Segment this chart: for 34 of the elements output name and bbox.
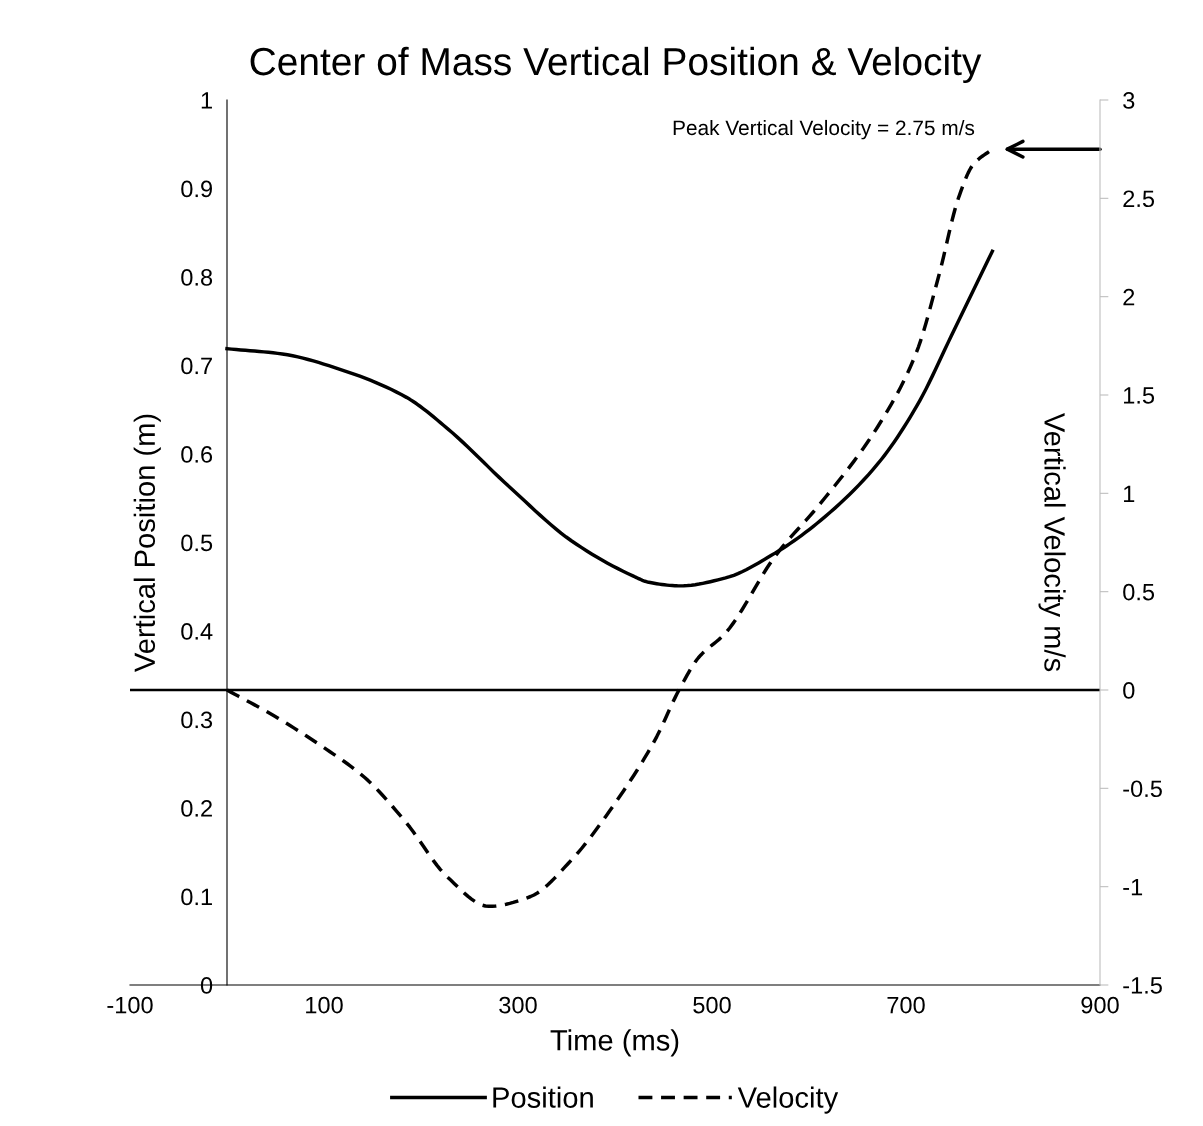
y2-tick-label: 2.5 xyxy=(1123,190,1155,208)
chart-title: Center of Mass Vertical Position & Velocity xyxy=(250,46,982,84)
y2-tick-label: -1 xyxy=(1123,878,1143,896)
y2-axis-title: Vertical Velocity m/s xyxy=(1038,412,1066,672)
annotation: Peak Vertical Velocity = 2.75 m/s xyxy=(673,119,975,140)
y-tick-label: 0.3 xyxy=(181,711,213,729)
y2-tick-label: -0.5 xyxy=(1123,780,1162,798)
y-tick-label: 0.1 xyxy=(181,888,212,906)
y-tick-label: 0.2 xyxy=(181,800,212,817)
y-tick-label: 0.7 xyxy=(181,357,212,375)
y2-tick-label: 1.5 xyxy=(1124,387,1155,404)
y-tick-label: 0.8 xyxy=(181,269,213,286)
y2-tick-label: 1 xyxy=(1124,485,1135,502)
x-tick-label: -100 xyxy=(107,996,153,1014)
legend-label: Velocity xyxy=(737,1086,839,1114)
x-tick-label: 100 xyxy=(306,996,343,1014)
x-tick-label: 300 xyxy=(499,996,537,1014)
x-axis-title: Time (ms) xyxy=(550,1029,679,1057)
y-tick-label: 0.4 xyxy=(181,623,213,640)
x-tick-label: 900 xyxy=(1081,996,1119,1014)
y2-tick-label: 3 xyxy=(1123,92,1135,109)
y-tick-label: 0.6 xyxy=(181,446,213,463)
y2-tick-label: 0 xyxy=(1123,682,1135,699)
y2-tick-label: 0.5 xyxy=(1123,583,1155,601)
y-axis-title: Vertical Position (m) xyxy=(133,414,161,673)
y2-tick-label: -1.5 xyxy=(1123,977,1162,994)
y-tick-label: 1 xyxy=(201,92,212,109)
y-tick-label: 0.5 xyxy=(181,534,213,552)
y2-tick-label: 2 xyxy=(1123,288,1135,306)
y-tick-label: 0 xyxy=(200,977,213,994)
x-tick-label: 700 xyxy=(887,996,925,1014)
y-tick-label: 0.9 xyxy=(181,180,212,198)
x-tick-label: 500 xyxy=(693,996,731,1014)
legend-label: Position xyxy=(493,1086,593,1108)
